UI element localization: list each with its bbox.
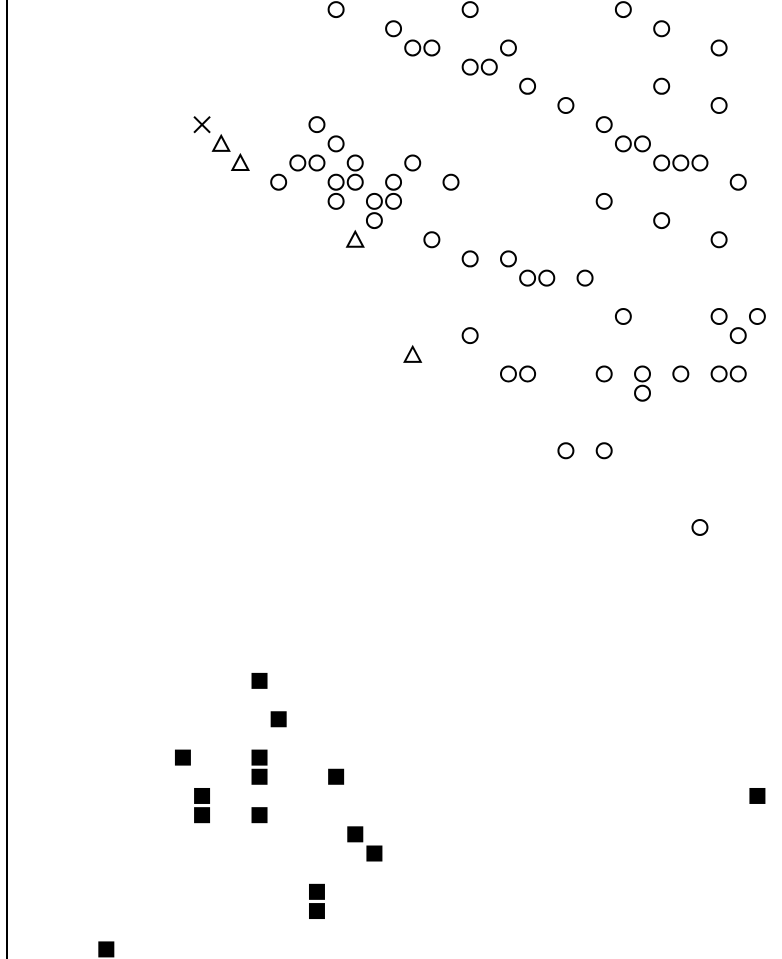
- circle-point: [710, 307, 728, 325]
- circle-point: [519, 365, 537, 383]
- circle-point: [270, 173, 288, 191]
- circle-point: [748, 307, 766, 325]
- circle-point: [672, 365, 690, 383]
- square-point: [366, 845, 383, 862]
- circle-point: [557, 96, 575, 114]
- circle-point: [710, 39, 728, 57]
- circle-point: [595, 442, 613, 460]
- square-point: [194, 807, 211, 824]
- circle-point: [634, 365, 652, 383]
- circle-point: [404, 39, 422, 57]
- square-point: [270, 711, 287, 728]
- circle-point: [595, 365, 613, 383]
- circle-point: [385, 192, 403, 210]
- circle-point: [442, 173, 460, 191]
- circle-point: [653, 212, 671, 230]
- circle-point: [385, 20, 403, 38]
- circle-point: [327, 1, 345, 19]
- circle-point: [423, 231, 441, 249]
- circle-point: [691, 154, 709, 172]
- square-point: [251, 768, 268, 785]
- circle-point: [385, 173, 403, 191]
- circle-point: [729, 365, 747, 383]
- circle-point: [461, 1, 479, 19]
- circle-point: [308, 154, 326, 172]
- circle-point: [538, 269, 556, 287]
- data-points: [98, 1, 766, 958]
- circle-point: [634, 384, 652, 402]
- circle-point: [404, 154, 422, 172]
- circle-point: [710, 96, 728, 114]
- square-point: [749, 787, 766, 804]
- circle-point: [461, 250, 479, 268]
- circle-point: [710, 365, 728, 383]
- circle-point: [461, 58, 479, 76]
- circle-point: [346, 154, 364, 172]
- square-point: [174, 749, 191, 766]
- triangle-point: [345, 229, 365, 248]
- square-point: [308, 883, 325, 900]
- circle-point: [327, 135, 345, 153]
- circle-point: [691, 518, 709, 536]
- square-point: [328, 768, 345, 785]
- circle-point: [653, 154, 671, 172]
- circle-point: [614, 135, 632, 153]
- square-point: [194, 787, 211, 804]
- circle-point: [519, 269, 537, 287]
- circle-point: [423, 39, 441, 57]
- circle-point: [653, 20, 671, 38]
- circle-point: [499, 250, 517, 268]
- circle-point: [499, 365, 517, 383]
- circle-point: [519, 77, 537, 95]
- circle-point: [595, 116, 613, 134]
- circle-point: [595, 192, 613, 210]
- circle-point: [480, 58, 498, 76]
- circle-point: [365, 212, 383, 230]
- circle-point: [729, 173, 747, 191]
- circle-point: [672, 154, 690, 172]
- square-point: [251, 672, 268, 689]
- triangle-point: [230, 152, 251, 172]
- circle-point: [308, 116, 326, 134]
- circle-point: [653, 77, 671, 95]
- circle-point: [289, 154, 307, 172]
- square-point: [308, 903, 325, 920]
- circle-point: [365, 192, 383, 210]
- cross-point: [193, 115, 211, 134]
- square-point: [251, 807, 268, 824]
- circle-point: [499, 39, 517, 57]
- circle-point: [576, 269, 594, 287]
- circle-point: [346, 173, 364, 191]
- circle-point: [614, 1, 632, 19]
- square-point: [251, 749, 268, 766]
- square-point: [98, 941, 115, 958]
- circle-point: [710, 231, 728, 249]
- circle-point: [729, 327, 747, 345]
- circle-point: [327, 192, 345, 210]
- triangle-point: [403, 344, 423, 363]
- square-point: [347, 826, 364, 843]
- circle-point: [461, 327, 479, 345]
- circle-point: [614, 307, 632, 325]
- triangle-point: [211, 133, 231, 152]
- circle-point: [327, 173, 345, 191]
- circle-point: [557, 442, 575, 460]
- circle-point: [634, 135, 652, 153]
